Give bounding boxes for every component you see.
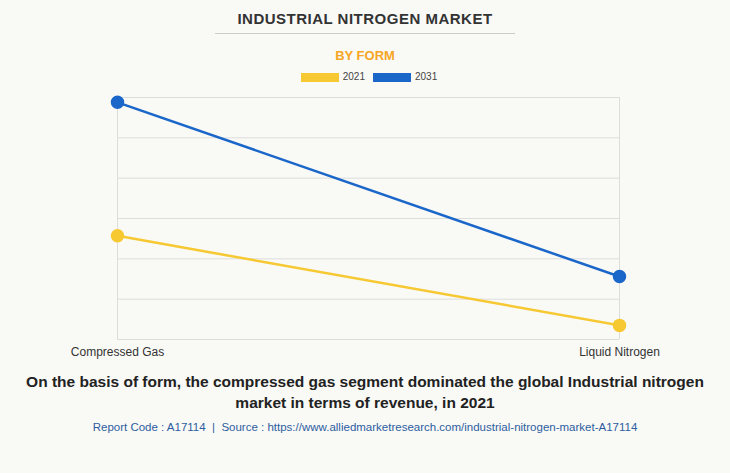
html-text:BY FORM: BY FORM — [335, 48, 395, 63]
html-text:2021: 2021 — [342, 71, 365, 82]
svg-text:Compressed Gas: Compressed Gas — [71, 345, 164, 359]
html-text:2031: 2031 — [415, 71, 438, 82]
html-text:On the basis of form, the comp: On the basis of form, the compressed gas… — [26, 373, 704, 411]
html-text:INDUSTRIAL NITROGEN MARKET: INDUSTRIAL NITROGEN MARKET — [237, 10, 493, 27]
svg-text:Liquid Nitrogen: Liquid Nitrogen — [579, 345, 660, 359]
html-text:Report Code : A17114 | Source: Report Code : A17114 | Source : https://… — [92, 421, 638, 433]
